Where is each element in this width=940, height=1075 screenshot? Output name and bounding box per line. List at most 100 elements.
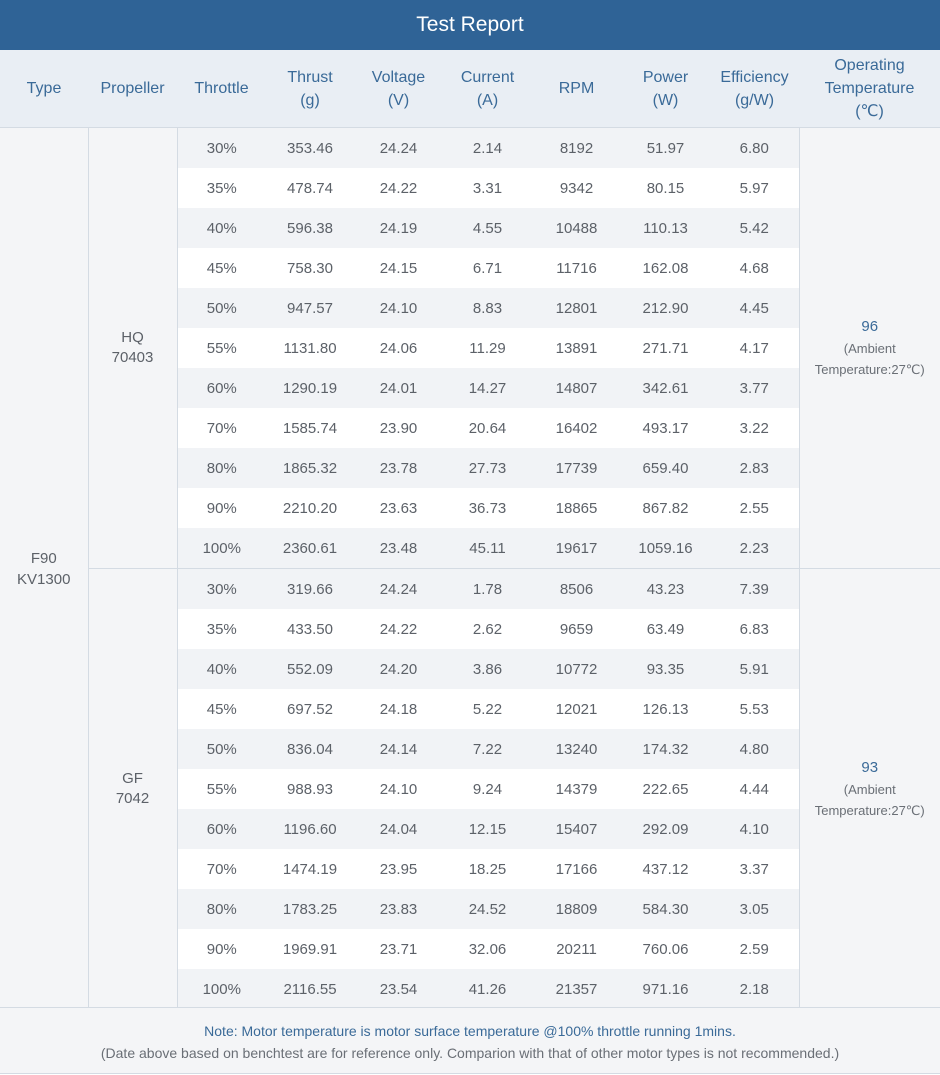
thrust-cell: 836.04 (266, 729, 354, 769)
current-cell: 4.55 (443, 208, 532, 248)
propeller-cell: GF 7042 (88, 568, 178, 1009)
operating-temperature-cell: 96 (Ambient Temperature:27℃) (798, 127, 940, 569)
propeller-cell: HQ 70403 (88, 127, 178, 569)
rpm-cell: 14379 (532, 769, 621, 809)
throttle-cell: 40% (177, 208, 266, 248)
power-cell: 43.23 (621, 568, 710, 609)
voltage-cell: 24.01 (354, 368, 443, 408)
propeller-line: 7042 (115, 790, 150, 807)
voltage-cell: 24.22 (354, 609, 443, 649)
header-voltage: Voltage (V) (354, 50, 443, 128)
power-cell: 760.06 (621, 929, 710, 969)
header-line: (g/W) (734, 91, 775, 109)
power-cell: 162.08 (621, 248, 710, 288)
current-cell: 6.71 (443, 248, 532, 288)
rpm-cell: 18865 (532, 488, 621, 528)
voltage-cell: 24.20 (354, 649, 443, 689)
power-cell: 93.35 (621, 649, 710, 689)
throttle-cell: 35% (177, 609, 266, 649)
power-cell: 867.82 (621, 488, 710, 528)
voltage-cell: 23.78 (354, 448, 443, 488)
footnote-line-1: Note: Motor temperature is motor surface… (204, 1023, 736, 1039)
header-thrust: Thrust (g) (266, 50, 354, 128)
efficiency-cell: 2.59 (710, 929, 799, 969)
table-row: 60% 1196.60 24.04 12.15 15407 292.09 4.10 (0, 809, 940, 849)
header-temperature: Operating Temperature (℃) (799, 50, 940, 128)
operating-temperature-cell: 93 (Ambient Temperature:27℃) (798, 568, 940, 1009)
throttle-cell: 90% (177, 929, 266, 969)
efficiency-cell: 2.83 (710, 448, 799, 488)
table-row: 70% 1474.19 23.95 18.25 17166 437.12 3.37 (0, 849, 940, 889)
table-row: F90 KV1300 HQ 70403 30% 353.46 24.24 2.14 8192 51… (0, 127, 940, 1009)
rpm-cell: 20211 (532, 929, 621, 969)
current-cell: 8.83 (443, 288, 532, 328)
header-line: Propeller (100, 80, 165, 97)
rpm-cell: 12021 (532, 689, 621, 729)
rpm-cell: 21357 (532, 969, 621, 1009)
ambient-temperature-note: (Ambient (843, 341, 896, 356)
thrust-cell: 1131.80 (266, 328, 354, 368)
thrust-cell: 596.38 (266, 208, 354, 248)
current-cell: 3.86 (443, 649, 532, 689)
table-row: 90% 2210.20 23.63 36.73 18865 867.82 2.55 (0, 488, 940, 528)
rpm-cell: 16402 (532, 408, 621, 448)
throttle-cell: 45% (177, 689, 266, 729)
power-cell: 110.13 (621, 208, 710, 248)
efficiency-cell: 4.10 (710, 809, 799, 849)
efficiency-cell: 4.44 (710, 769, 799, 809)
power-cell: 80.15 (621, 168, 710, 208)
current-cell: 45.11 (443, 528, 532, 569)
rpm-cell: 10772 (532, 649, 621, 689)
thrust-cell: 2116.55 (266, 969, 354, 1009)
efficiency-cell: 5.53 (710, 689, 799, 729)
table-row: 45% 697.52 24.18 5.22 12021 126.13 5.53 (0, 689, 940, 729)
header-line: Type (26, 80, 62, 97)
table-row: 70% 1585.74 23.90 20.64 16402 493.17 3.22 (0, 408, 940, 448)
table-row: 35% 433.50 24.22 2.62 9659 63.49 6.83 (0, 609, 940, 649)
voltage-cell: 23.48 (354, 528, 443, 569)
throttle-cell: 80% (177, 889, 266, 929)
rpm-cell: 17166 (532, 849, 621, 889)
power-cell: 342.61 (621, 368, 710, 408)
footnote-line-2: (Date above based on benchtest are for r… (100, 1045, 840, 1061)
thrust-cell: 353.46 (266, 127, 354, 168)
temperature-value: 93 (861, 759, 879, 776)
header-line: (W) (652, 91, 679, 109)
efficiency-cell: 4.45 (710, 288, 799, 328)
current-cell: 20.64 (443, 408, 532, 448)
voltage-cell: 24.24 (354, 127, 443, 168)
throttle-cell: 60% (177, 809, 266, 849)
voltage-cell: 23.71 (354, 929, 443, 969)
header-line: Current (460, 68, 515, 86)
rpm-cell: 9342 (532, 168, 621, 208)
ambient-temperature-note: Temperature:27℃) (814, 803, 925, 818)
header-line: Power (642, 68, 689, 86)
efficiency-cell: 4.17 (710, 328, 799, 368)
thrust-cell: 1969.91 (266, 929, 354, 969)
current-cell: 7.22 (443, 729, 532, 769)
propeller-line: 70403 (111, 349, 154, 366)
power-cell: 292.09 (621, 809, 710, 849)
voltage-cell: 23.63 (354, 488, 443, 528)
propeller-line: HQ (121, 329, 144, 346)
table-row: 35% 478.74 24.22 3.31 9342 80.15 5.97 (0, 168, 940, 208)
current-cell: 36.73 (443, 488, 532, 528)
thrust-cell: 1865.32 (266, 448, 354, 488)
table-row: 40% 596.38 24.19 4.55 10488 110.13 5.42 (0, 208, 940, 248)
header-current: Current (A) (443, 50, 532, 128)
voltage-cell: 24.22 (354, 168, 443, 208)
thrust-cell: 433.50 (266, 609, 354, 649)
throttle-cell: 40% (177, 649, 266, 689)
thrust-cell: 1585.74 (266, 408, 354, 448)
voltage-cell: 23.54 (354, 969, 443, 1009)
rpm-cell: 14807 (532, 368, 621, 408)
voltage-cell: 23.95 (354, 849, 443, 889)
footnote: Note: Motor temperature is motor surface… (0, 1007, 940, 1074)
voltage-cell: 23.90 (354, 408, 443, 448)
table-row: GF 7042 30% 319.66 24.24 1.78 8506 43.23 7.39 93 (… (0, 568, 940, 1009)
power-cell: 174.32 (621, 729, 710, 769)
header-type: Type (0, 50, 88, 128)
header-row: Type Propeller Throttle Thrust (g) Voltage (V)… (0, 50, 940, 128)
rpm-cell: 12801 (532, 288, 621, 328)
table-row: 100% 2116.55 23.54 41.26 21357 971.16 2.18 (0, 969, 940, 1009)
